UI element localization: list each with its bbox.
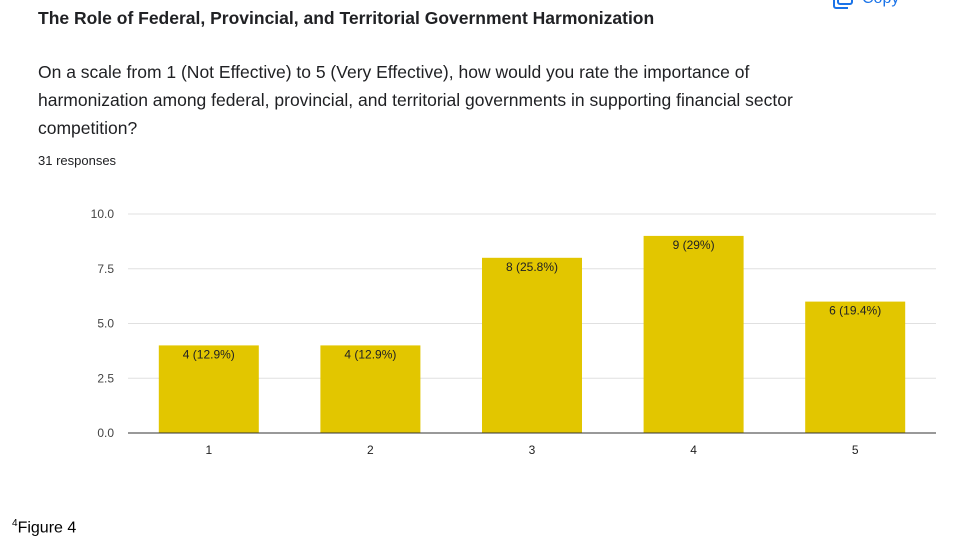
y-tick-label: 5.0 [97, 317, 114, 331]
data-label: 4 (12.9%) [183, 347, 235, 361]
bar-chart: 0.0 2.5 5.0 7.5 10.0 4 (12.9%) 1 4 (12.9%) 2 8 (2… [91, 207, 936, 457]
y-tick-label: 2.5 [97, 371, 114, 385]
question-text: On a scale from 1 (Not Effective) to 5 (… [38, 62, 793, 138]
copy-label: Copy [862, 0, 899, 8]
x-tick-label: 3 [529, 443, 536, 457]
data-label: 8 (25.8%) [506, 260, 558, 274]
bar [805, 301, 906, 433]
y-tick-label: 7.5 [97, 262, 114, 276]
x-tick-label: 1 [205, 443, 212, 457]
data-label: 9 (29%) [673, 238, 715, 252]
data-label: 4 (12.9%) [344, 347, 396, 361]
y-tick-label: 0.0 [97, 426, 114, 440]
bar [158, 345, 259, 433]
bar [482, 257, 582, 433]
chart-title: The Role of Federal, Provincial, and Ter… [38, 8, 655, 28]
data-label: 6 (19.4%) [829, 304, 881, 318]
figure-caption: 4Figure 4 [12, 518, 76, 537]
figure-caption-text: Figure 4 [17, 519, 77, 537]
copy-button[interactable]: Copy [832, 0, 899, 12]
bar [643, 235, 744, 433]
y-tick-label: 10.0 [91, 207, 115, 221]
x-tick-label: 2 [367, 443, 374, 457]
footnote-marker: 4 [12, 518, 18, 529]
x-tick-label: 5 [852, 443, 859, 457]
x-tick-label: 4 [690, 443, 697, 457]
response-count: 31 responses [38, 153, 117, 168]
bar [320, 345, 421, 433]
copy-icon [832, 0, 854, 10]
